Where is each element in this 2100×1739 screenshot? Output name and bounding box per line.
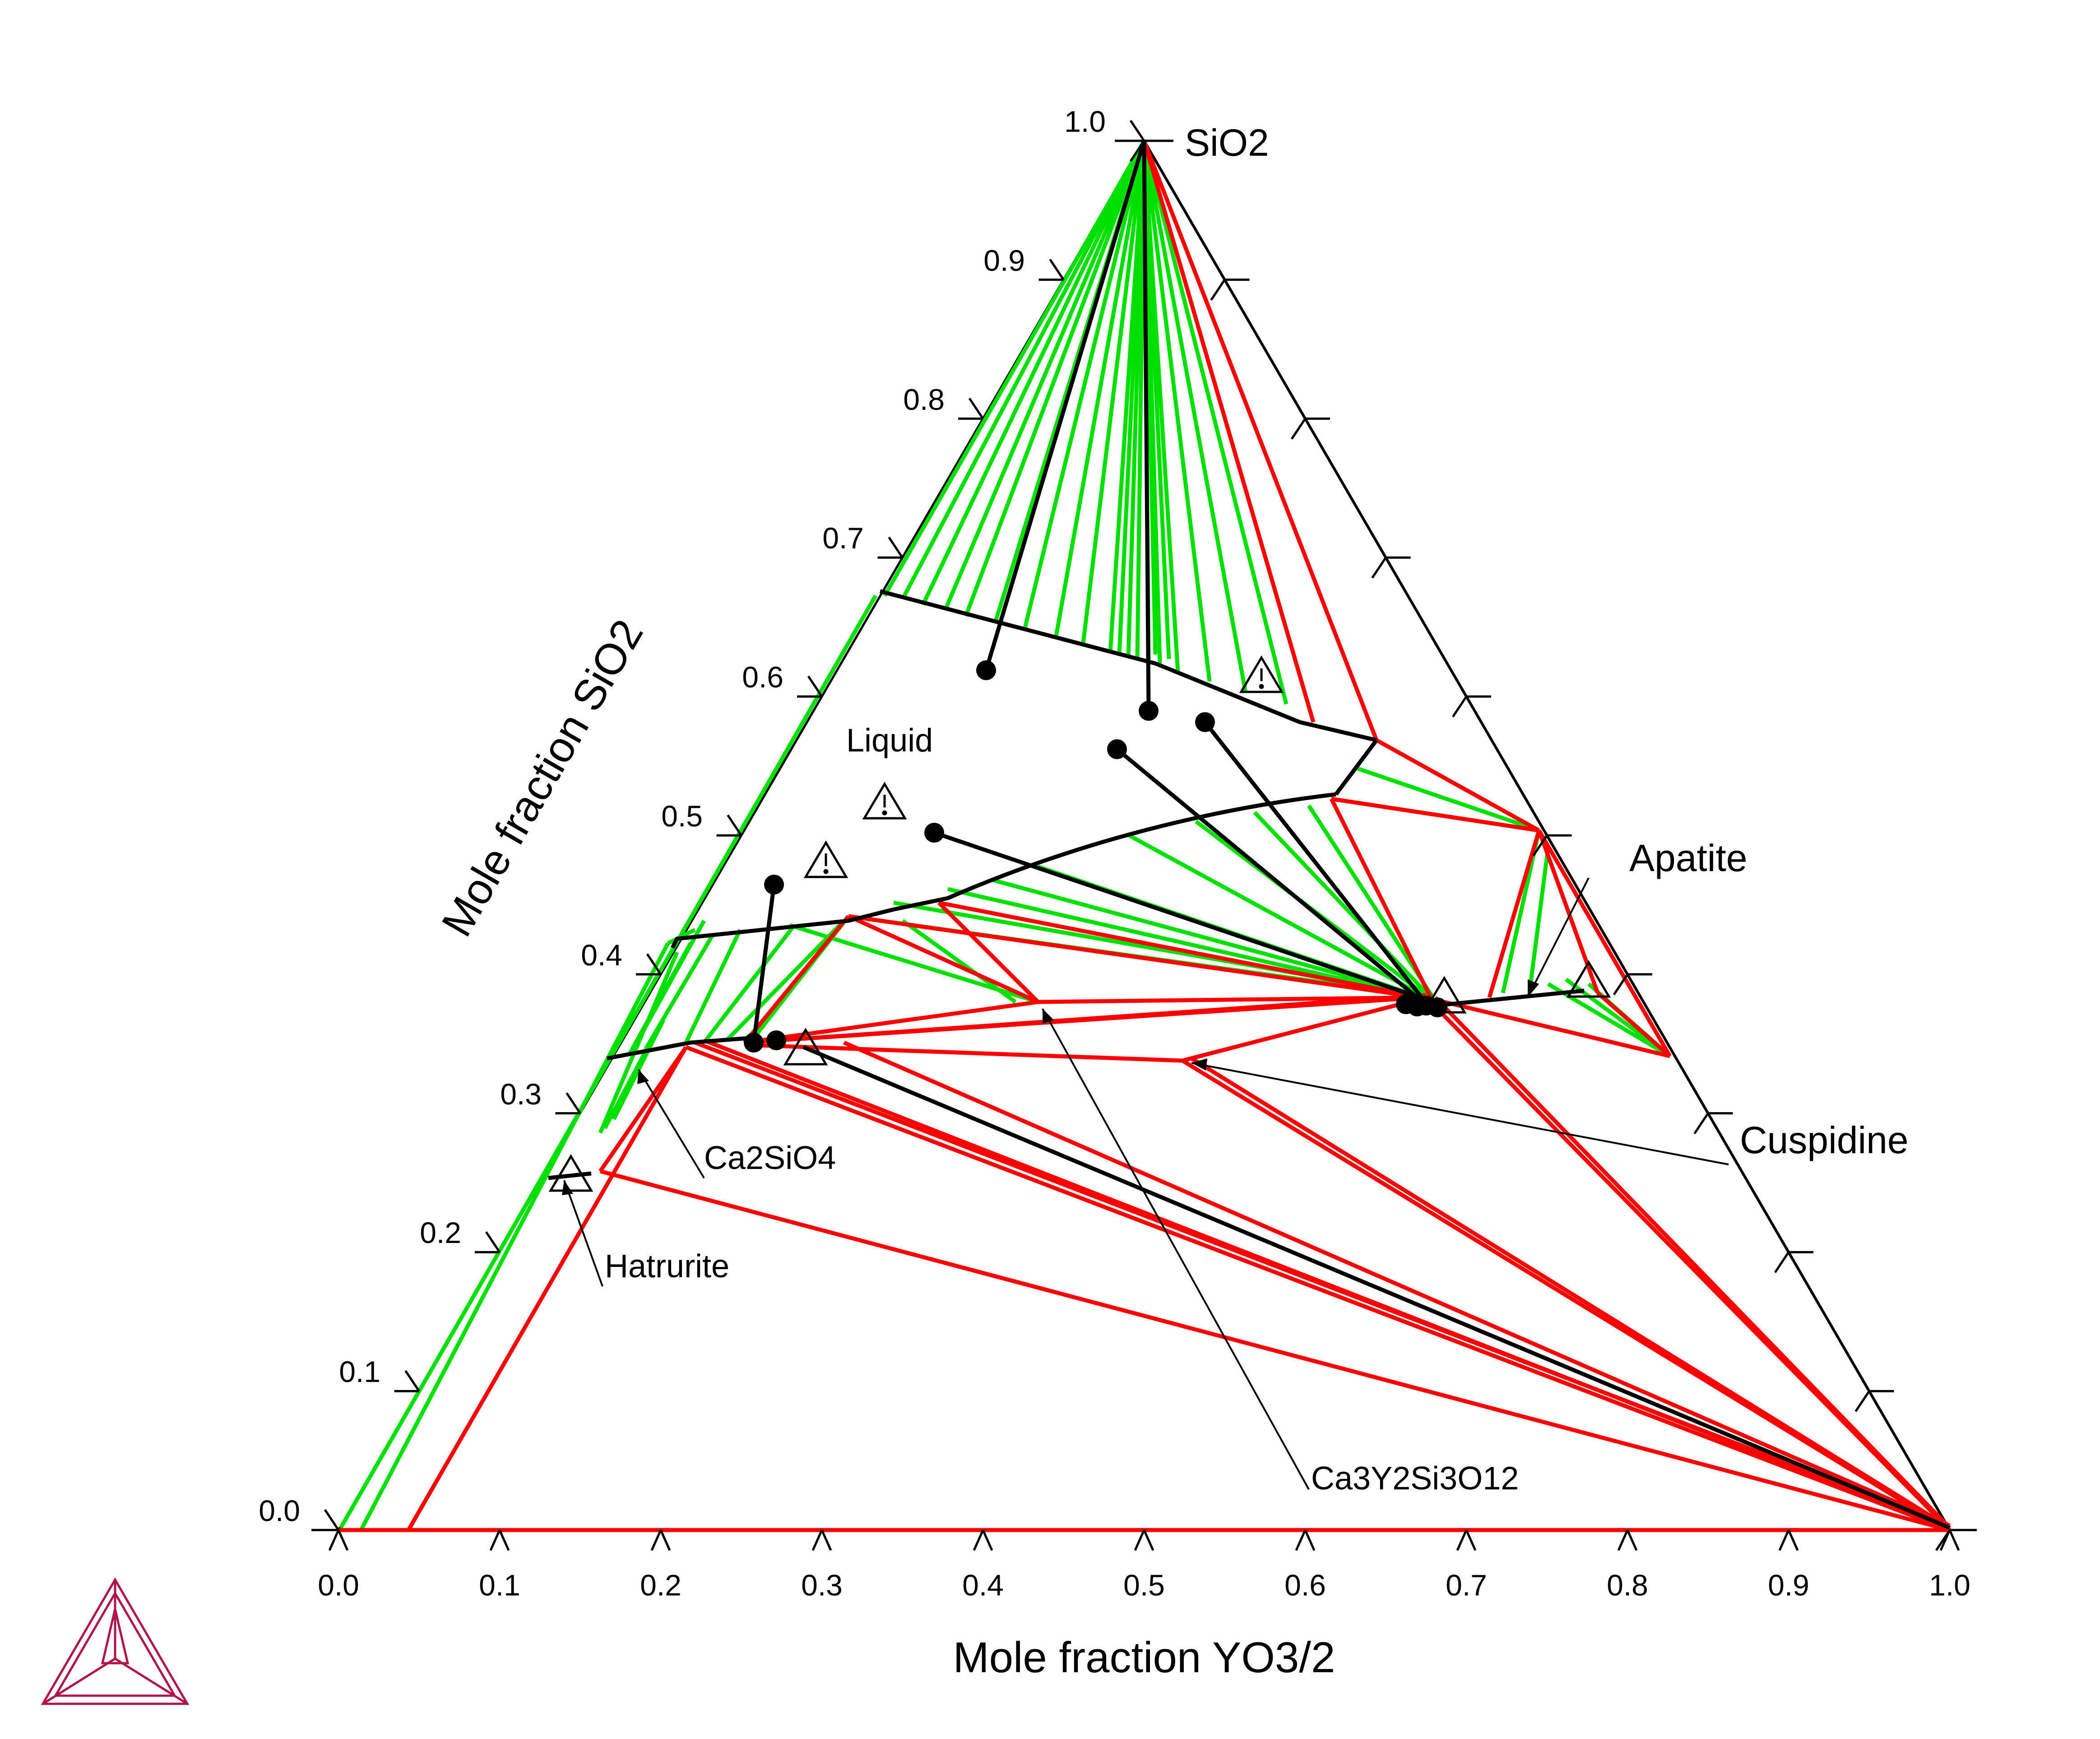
left-tick-label: 0.1 [339, 1355, 380, 1388]
x-tick-label: 0.4 [962, 1568, 1004, 1602]
left-tick-label: 0.8 [903, 383, 945, 416]
x-tick-label: 0.8 [1607, 1568, 1648, 1602]
tick-mark [1617, 1529, 1629, 1551]
tick-mark [498, 1529, 510, 1551]
x-tick-label: 0.9 [1768, 1568, 1809, 1602]
tick-mark [1290, 418, 1307, 440]
tick-mark [1774, 1252, 1790, 1273]
x-tick-label: 0.3 [801, 1568, 843, 1602]
x-axis-title: Mole fraction YO3/2 [953, 1633, 1335, 1682]
apex-component-label: SiO2 [1185, 121, 1269, 164]
tick-mark [973, 1529, 984, 1551]
tick-mark [566, 1092, 581, 1114]
tick-mark [888, 537, 904, 558]
x-tick-labels: 0.0 0.1 0.2 0.3 0.4 0.5 0.6 0.7 0.8 0.9 … [318, 1568, 1970, 1602]
leader-lines [563, 877, 1729, 1490]
tick-mark [1143, 1529, 1154, 1551]
x-tick-label: 0.7 [1446, 1568, 1487, 1602]
ca3y2si3o12-label: Ca3Y2Si3O12 [1311, 1461, 1519, 1497]
warning-triangle-icon [803, 840, 848, 878]
tick-mark [1451, 696, 1468, 718]
left-tick-label: 0.5 [661, 799, 703, 833]
green-tie-lines [339, 139, 1671, 1531]
x-tick-label: 1.0 [1929, 1568, 1970, 1602]
left-tick-label: 0.9 [983, 244, 1025, 277]
tick-mark [1693, 1113, 1709, 1134]
tick-mark [807, 675, 823, 697]
warning-triangle-icon [1422, 976, 1467, 1014]
red-three-phase-lines [338, 140, 1952, 1532]
tick-mark [1129, 140, 1145, 162]
tick-mark [659, 1529, 671, 1551]
apatite-label: Apatite [1629, 837, 1748, 879]
left-tick-label: 0.0 [259, 1494, 300, 1527]
tick-mark [968, 398, 984, 419]
tick-mark [1049, 259, 1065, 281]
x-tick-label: 0.5 [1123, 1568, 1165, 1602]
tick-mark [324, 1509, 340, 1531]
liquid-label: Liquid [846, 723, 933, 759]
thermo-calc-logo-icon [41, 1577, 190, 1705]
left-tick-labels: 0.0 0.1 0.2 0.3 0.4 0.5 0.6 0.7 0.8 0.9 [259, 244, 1025, 1527]
tick-mark [650, 1529, 662, 1551]
leader-arrowheads [562, 979, 1539, 1195]
x-tick-label: 0.1 [479, 1568, 520, 1602]
tick-mark [1456, 1529, 1468, 1551]
warning-triangle-icon [1566, 960, 1611, 998]
warning-triangle-icon [862, 782, 907, 820]
hatrurite-label: Hatrurite [605, 1248, 729, 1285]
tick-mark [328, 1529, 340, 1551]
cuspidine-label: Cuspidine [1740, 1119, 1909, 1161]
tick-mark [485, 1231, 501, 1253]
tick-mark [1532, 835, 1548, 857]
warning-triangles [548, 655, 1611, 1192]
tick-mark [1295, 1529, 1307, 1551]
tick-mark [1948, 1529, 1960, 1551]
tick-mark [1371, 557, 1387, 579]
left-tick-label: 0.4 [581, 938, 622, 972]
x-tick-label: 0.6 [1284, 1568, 1326, 1602]
endpoint-dots [744, 660, 1447, 1053]
tick-mark [1134, 1529, 1145, 1551]
tick-mark [1939, 1529, 1951, 1551]
x-tick-label: 0.0 [318, 1568, 359, 1602]
tick-mark [821, 1529, 832, 1551]
tick-mark [1129, 120, 1145, 142]
axis-ticks [311, 120, 1977, 1551]
tick-mark [1626, 1529, 1638, 1551]
warning-triangle-icon [1239, 655, 1284, 693]
tick-mark [1787, 1529, 1799, 1551]
warning-triangle-icon [783, 1028, 828, 1066]
left-tick-label: 0.7 [822, 521, 864, 555]
tick-mark [404, 1370, 420, 1392]
tick-mark [1613, 974, 1629, 996]
tick-mark [1465, 1529, 1477, 1551]
apex-value-label: 1.0 [1064, 105, 1106, 138]
ca2sio4-label: Ca2SiO4 [704, 1140, 836, 1176]
tick-mark [1778, 1529, 1790, 1551]
tick-mark [982, 1529, 993, 1551]
tick-mark [811, 1529, 823, 1551]
tick-mark [646, 953, 662, 975]
left-tick-label: 0.2 [420, 1216, 461, 1249]
left-tick-label: 0.6 [742, 660, 783, 694]
tick-mark [1854, 1390, 1870, 1412]
left-tick-label: 0.3 [500, 1077, 542, 1111]
black-phase-boundaries [548, 140, 1951, 1530]
x-tick-label: 0.2 [640, 1568, 681, 1602]
tick-mark [1210, 279, 1226, 301]
tick-mark [337, 1529, 349, 1551]
tick-mark [727, 814, 742, 836]
tick-mark [489, 1529, 501, 1551]
y-axis-title: Mole fraction SiO2 [432, 612, 652, 944]
tick-mark [1304, 1529, 1316, 1551]
